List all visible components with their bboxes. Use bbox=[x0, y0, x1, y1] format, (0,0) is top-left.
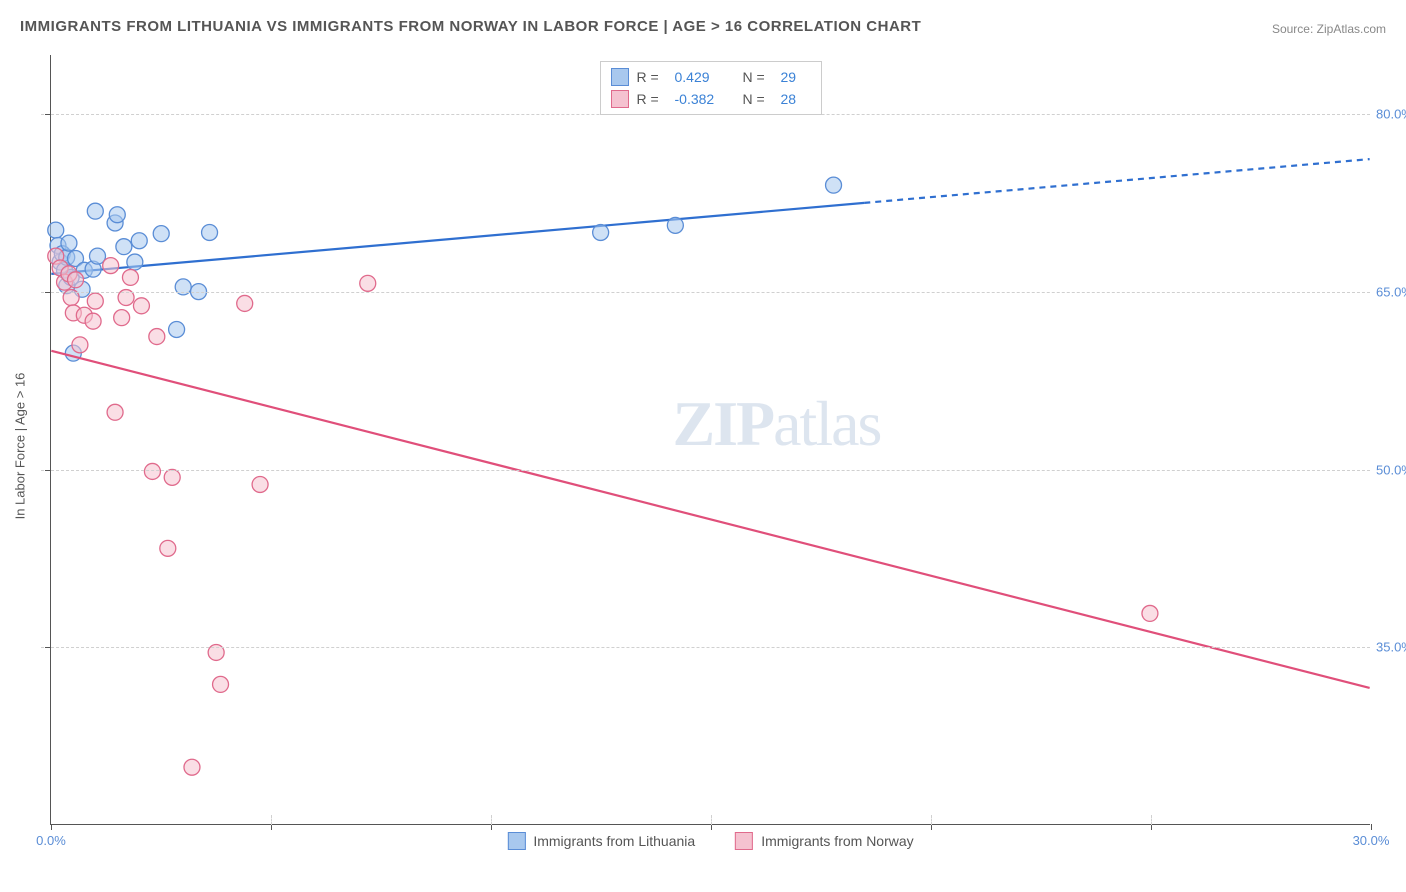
data-point bbox=[593, 224, 609, 240]
xtick-label: 30.0% bbox=[1353, 833, 1390, 848]
xtick-label: 0.0% bbox=[36, 833, 66, 848]
data-point bbox=[1142, 605, 1158, 621]
data-point bbox=[213, 676, 229, 692]
data-point bbox=[252, 476, 268, 492]
swatch-norway-bottom bbox=[735, 832, 753, 850]
data-point bbox=[87, 203, 103, 219]
gridline-h bbox=[41, 292, 1370, 293]
regression-line-dashed bbox=[864, 159, 1369, 203]
legend-label-lithuania: Immigrants from Lithuania bbox=[533, 833, 695, 849]
data-point bbox=[109, 207, 125, 223]
data-point bbox=[127, 254, 143, 270]
swatch-norway bbox=[611, 90, 629, 108]
ytick-label: 80.0% bbox=[1376, 107, 1406, 122]
gridline-v bbox=[931, 815, 932, 825]
legend-row-norway: R = -0.382 N = 28 bbox=[611, 88, 811, 110]
gridline-h bbox=[41, 647, 1370, 648]
data-point bbox=[131, 233, 147, 249]
plot-area: ZIPatlas R = 0.429 N = 29 R = -0.382 N =… bbox=[50, 55, 1370, 825]
data-point bbox=[114, 310, 130, 326]
source-label: Source: ZipAtlas.com bbox=[1272, 22, 1386, 36]
legend-correlation-box: R = 0.429 N = 29 R = -0.382 N = 28 bbox=[600, 61, 822, 115]
data-point bbox=[122, 269, 138, 285]
data-point bbox=[107, 404, 123, 420]
data-point bbox=[360, 275, 376, 291]
data-point bbox=[103, 258, 119, 274]
data-point bbox=[72, 337, 88, 353]
data-point bbox=[87, 293, 103, 309]
y-axis-label: In Labor Force | Age > 16 bbox=[13, 299, 28, 446]
data-point bbox=[61, 235, 77, 251]
data-point bbox=[164, 469, 180, 485]
swatch-lithuania-bottom bbox=[507, 832, 525, 850]
ytick-label: 65.0% bbox=[1376, 284, 1406, 299]
data-point bbox=[153, 226, 169, 242]
regression-line bbox=[51, 203, 864, 274]
data-point bbox=[237, 295, 253, 311]
data-point bbox=[144, 463, 160, 479]
data-point bbox=[116, 239, 132, 255]
data-point bbox=[85, 313, 101, 329]
legend-bottom: Immigrants from Lithuania Immigrants fro… bbox=[507, 832, 913, 850]
data-point bbox=[48, 222, 64, 238]
data-point bbox=[667, 217, 683, 233]
data-point bbox=[184, 759, 200, 775]
legend-label-norway: Immigrants from Norway bbox=[761, 833, 913, 849]
legend-item-norway: Immigrants from Norway bbox=[735, 832, 913, 850]
data-point bbox=[68, 272, 84, 288]
gridline-v bbox=[711, 815, 712, 825]
gridline-v bbox=[1151, 815, 1152, 825]
swatch-lithuania bbox=[611, 68, 629, 86]
regression-line bbox=[51, 351, 1369, 688]
legend-item-lithuania: Immigrants from Lithuania bbox=[507, 832, 695, 850]
data-point bbox=[202, 224, 218, 240]
plot-svg bbox=[51, 55, 1370, 824]
data-point bbox=[133, 298, 149, 314]
gridline-v bbox=[491, 815, 492, 825]
data-point bbox=[149, 329, 165, 345]
ytick-label: 35.0% bbox=[1376, 640, 1406, 655]
gridline-v bbox=[271, 815, 272, 825]
legend-row-lithuania: R = 0.429 N = 29 bbox=[611, 66, 811, 88]
chart-title: IMMIGRANTS FROM LITHUANIA VS IMMIGRANTS … bbox=[20, 18, 921, 35]
ytick-label: 50.0% bbox=[1376, 462, 1406, 477]
data-point bbox=[826, 177, 842, 193]
data-point bbox=[169, 321, 185, 337]
gridline-h bbox=[41, 470, 1370, 471]
data-point bbox=[160, 540, 176, 556]
